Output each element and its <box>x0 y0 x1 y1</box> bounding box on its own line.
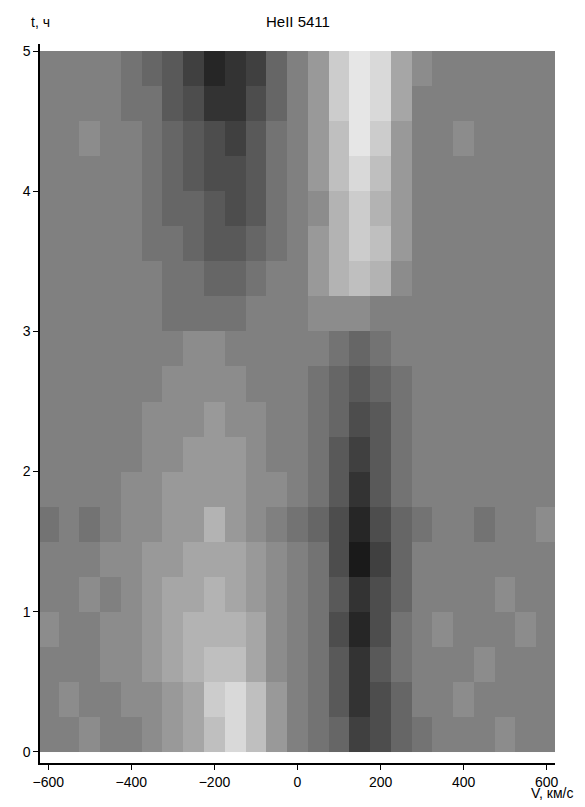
svg-text:t, ч: t, ч <box>31 14 50 30</box>
svg-text:2: 2 <box>23 463 31 479</box>
svg-text:−600: −600 <box>33 774 65 790</box>
svg-text:400: 400 <box>452 774 476 790</box>
svg-text:3: 3 <box>23 323 31 339</box>
svg-text:V, км/с: V, км/с <box>531 785 573 801</box>
svg-text:200: 200 <box>369 774 393 790</box>
svg-text:5: 5 <box>23 43 31 59</box>
svg-text:0: 0 <box>294 774 302 790</box>
svg-text:0: 0 <box>23 744 31 760</box>
svg-text:600: 600 <box>535 774 559 790</box>
svg-text:4: 4 <box>23 183 31 199</box>
svg-text:−400: −400 <box>116 774 148 790</box>
svg-text:HeII 5411: HeII 5411 <box>266 13 330 30</box>
svg-text:−200: −200 <box>199 774 231 790</box>
svg-text:1: 1 <box>23 604 31 620</box>
